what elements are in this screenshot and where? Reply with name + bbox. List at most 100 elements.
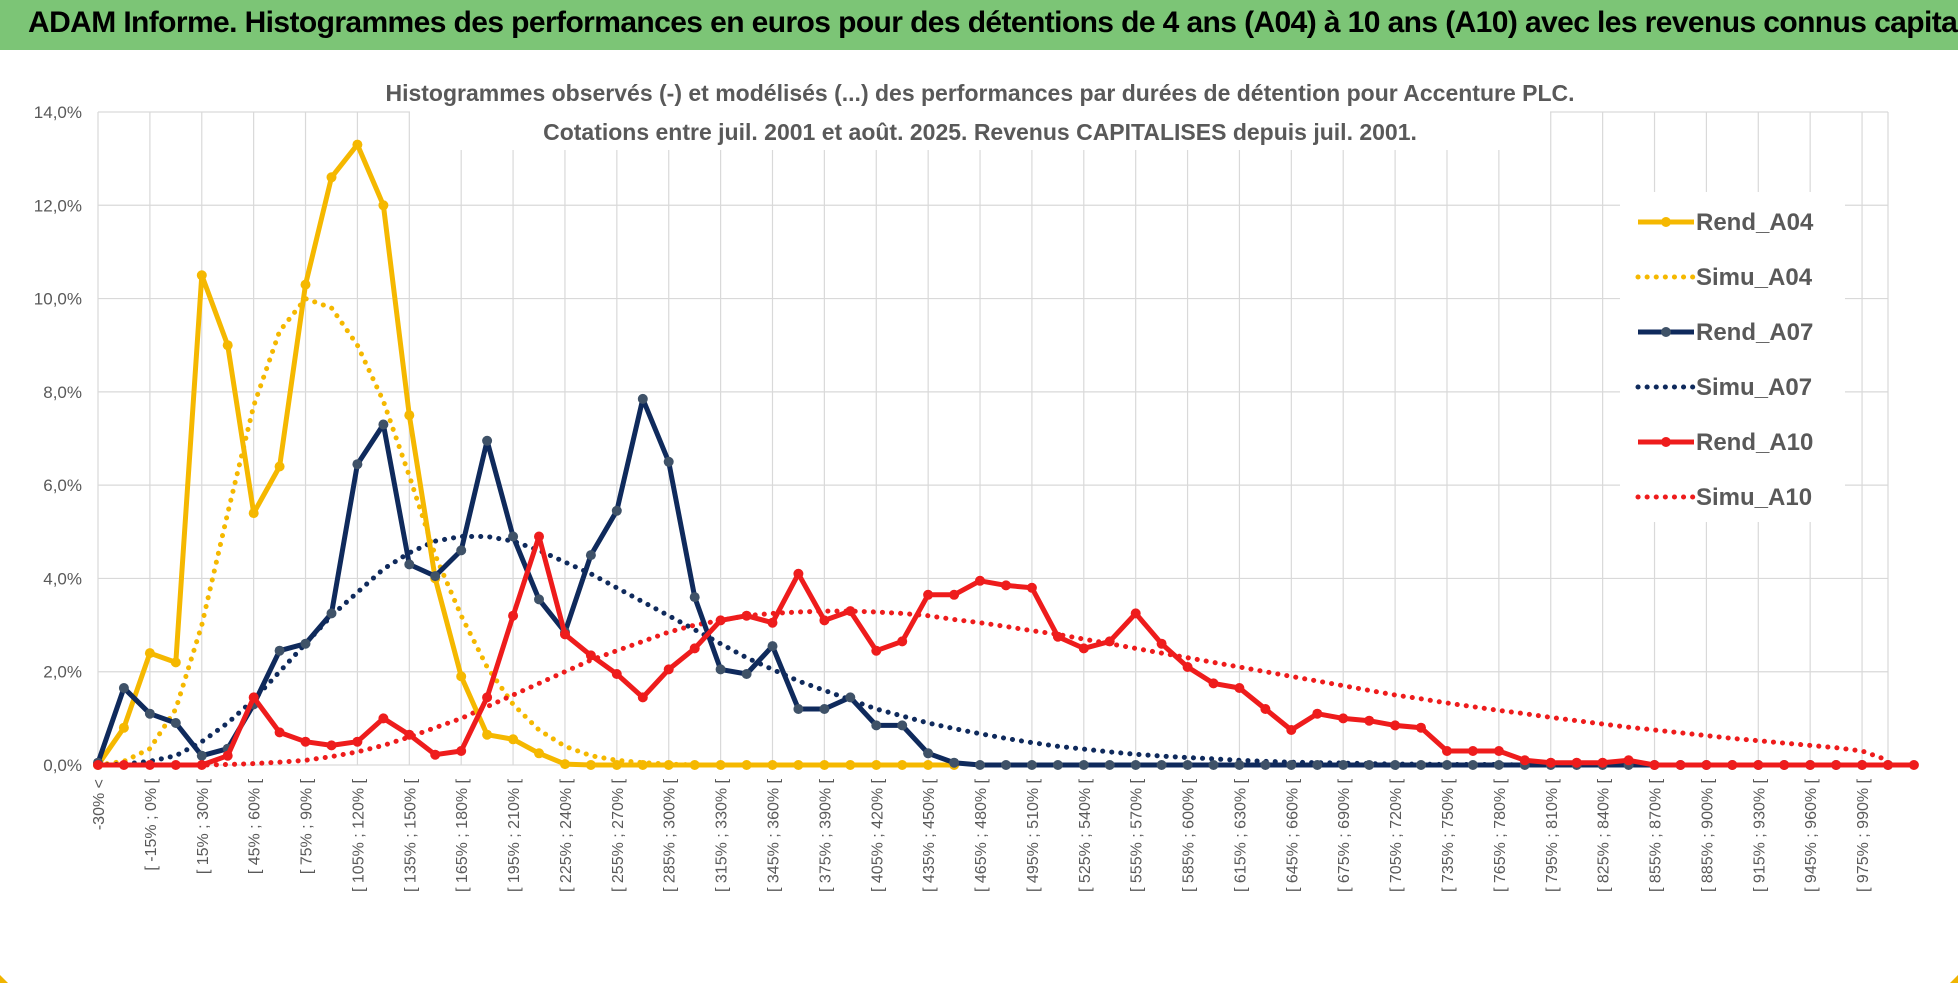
data-point: [1831, 760, 1842, 770]
legend-item-Simu_A10: Simu_A10: [1635, 484, 1812, 511]
data-point: [1675, 760, 1686, 770]
data-point: [170, 760, 181, 770]
data-point: [118, 722, 129, 733]
data-point: [1104, 636, 1115, 647]
data-point: [1026, 760, 1037, 770]
x-tick-label: [ 285% ; 300% [: [662, 778, 679, 892]
data-point: [378, 200, 389, 211]
x-tick-label: [ 555% ; 570% [: [1129, 778, 1146, 892]
data-point: [637, 393, 648, 404]
data-point: [378, 419, 389, 430]
x-tick-label: [ 15% ; 30% [: [195, 778, 212, 874]
data-point: [1052, 760, 1063, 770]
series-Simu_A07: [95, 534, 1891, 768]
data-point: [404, 729, 415, 740]
data-point: [1390, 720, 1401, 731]
data-point: [1260, 704, 1271, 714]
data-point: [1649, 760, 1660, 770]
data-point: [430, 571, 441, 582]
x-tick-label: [ 645% ; 660% [: [1284, 778, 1301, 892]
data-point: [1753, 760, 1764, 770]
data-point: [1805, 760, 1816, 770]
data-point: [793, 704, 804, 714]
data-point: [144, 760, 155, 770]
data-point: [326, 740, 337, 751]
data-point: [378, 713, 389, 724]
x-tick-label: [ 915% ; 930% [: [1751, 778, 1768, 892]
data-point: [1416, 760, 1426, 770]
data-point: [689, 643, 700, 654]
data-point: [508, 531, 519, 542]
data-point: [326, 608, 337, 619]
data-point: [1312, 760, 1323, 770]
data-point: [1467, 760, 1478, 770]
data-point: [118, 760, 129, 770]
data-point: [663, 760, 674, 770]
data-point: [949, 757, 960, 768]
data-point: [456, 746, 467, 756]
data-point: [326, 172, 337, 183]
x-tick-label: [ 345% ; 360% [: [765, 778, 782, 892]
legend-label: Rend_A10: [1696, 429, 1813, 456]
data-point: [196, 270, 207, 281]
legend-background: [1620, 192, 1845, 522]
data-point: [1234, 760, 1245, 770]
data-point: [1208, 760, 1219, 770]
data-point: [715, 760, 726, 770]
data-point: [1338, 760, 1349, 770]
data-point: [1727, 760, 1738, 770]
data-point: [248, 692, 259, 703]
data-point: [118, 683, 129, 693]
data-point: [1260, 760, 1271, 770]
data-point: [1857, 760, 1868, 770]
data-point: [482, 692, 493, 703]
data-point: [170, 657, 181, 668]
legend-item-Rend_A04: Rend_A04: [1638, 209, 1814, 236]
data-point: [663, 456, 674, 467]
data-point: [637, 692, 648, 703]
x-tick-label: -30% <: [91, 779, 108, 830]
x-tick-label: [ 105% ; 120% [: [350, 778, 367, 892]
data-point: [819, 760, 830, 770]
legend-label: Rend_A07: [1696, 319, 1813, 346]
data-point: [819, 704, 830, 714]
data-point: [170, 718, 181, 728]
y-tick-label: 0,0%: [43, 756, 82, 775]
data-point: [1001, 760, 1011, 770]
data-point: [1416, 722, 1426, 733]
chart-title-line2: Cotations entre juil. 2001 et août. 2025…: [543, 119, 1417, 145]
legend-marker: [1661, 437, 1671, 447]
x-tick-label: [ 195% ; 210% [: [506, 778, 523, 892]
y-tick-label: 4,0%: [43, 569, 82, 588]
legend-marker: [1661, 327, 1671, 337]
data-point: [1908, 760, 1919, 770]
data-point: [767, 641, 778, 652]
x-tick-label: [ 855% ; 870% [: [1648, 778, 1665, 892]
x-tick-label: [ 315% ; 330% [: [714, 778, 731, 892]
x-tick-label: [ 225% ; 240% [: [558, 778, 575, 892]
data-point: [1286, 760, 1297, 770]
legend-label: Simu_A07: [1696, 374, 1812, 401]
data-point: [196, 760, 207, 770]
data-point: [456, 545, 467, 556]
data-point: [845, 606, 856, 617]
x-tick-label: [ 675% ; 690% [: [1336, 778, 1353, 892]
x-tick-label: [ 165% ; 180% [: [454, 778, 471, 892]
y-tick-label: 12,0%: [34, 196, 82, 215]
data-point: [637, 760, 648, 770]
x-tick-label: [ -15% ; 0% [: [143, 778, 160, 870]
data-point: [1130, 608, 1141, 619]
data-point: [585, 650, 596, 661]
data-point: [1545, 757, 1556, 768]
title-background: [410, 74, 1550, 150]
series-Simu_A10: [95, 608, 1891, 768]
data-point: [1234, 683, 1245, 693]
data-point: [456, 671, 467, 682]
data-point: [352, 459, 363, 470]
data-point: [1883, 760, 1893, 770]
series-line-Rend_A04: [95, 142, 957, 768]
data-point: [663, 664, 674, 675]
x-tick-label: [ 585% ; 600% [: [1181, 778, 1198, 892]
data-point: [352, 139, 363, 150]
